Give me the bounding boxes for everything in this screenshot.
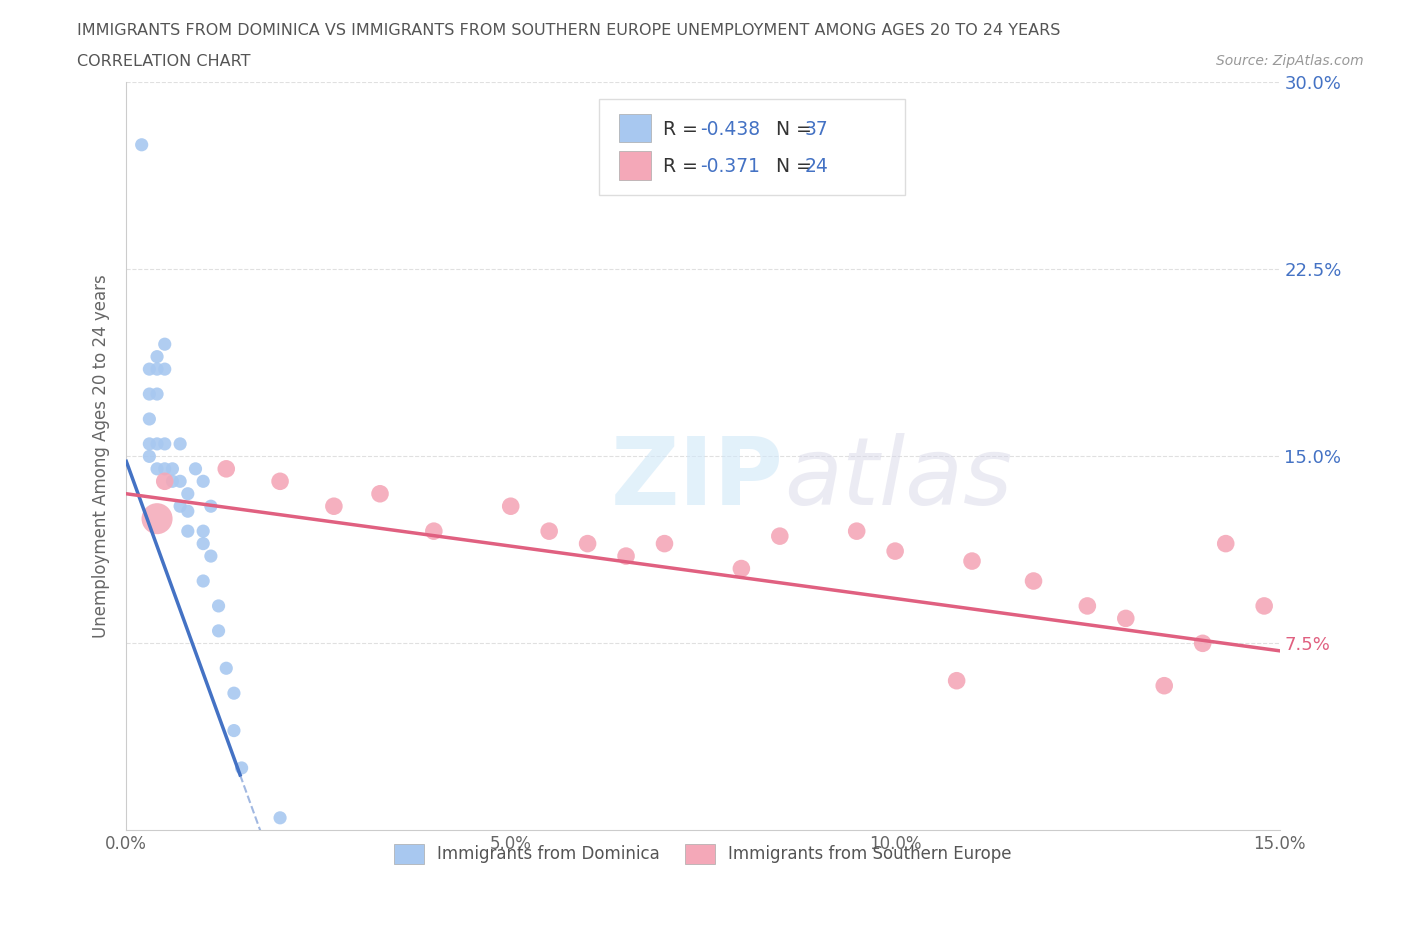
Text: -0.371: -0.371	[700, 157, 761, 177]
Point	[207, 623, 229, 638]
Point	[153, 436, 176, 451]
Point	[193, 574, 215, 589]
Text: ZIP: ZIP	[610, 432, 783, 525]
Point	[138, 362, 160, 377]
Point	[1115, 611, 1137, 626]
Point	[138, 412, 160, 427]
Text: CORRELATION CHART: CORRELATION CHART	[77, 54, 250, 69]
Point	[368, 486, 391, 501]
Point	[146, 461, 169, 476]
Text: R =: R =	[662, 157, 703, 177]
Y-axis label: Unemployment Among Ages 20 to 24 years: Unemployment Among Ages 20 to 24 years	[93, 274, 110, 638]
Point	[576, 537, 599, 551]
Point	[423, 524, 446, 538]
Point	[222, 724, 245, 738]
Point	[960, 553, 983, 568]
Point	[153, 337, 176, 352]
Point	[169, 498, 191, 513]
Point	[1022, 574, 1045, 589]
Point	[146, 362, 169, 377]
Point	[1253, 599, 1275, 614]
Point	[162, 461, 184, 476]
Point	[138, 387, 160, 402]
Point	[193, 524, 215, 538]
Point	[146, 512, 169, 526]
Text: 37: 37	[804, 120, 828, 140]
Point	[207, 599, 229, 614]
Text: R =: R =	[662, 120, 703, 140]
Point	[845, 524, 868, 538]
Point	[169, 436, 191, 451]
Point	[322, 498, 344, 513]
Point	[231, 761, 253, 776]
Point	[193, 474, 215, 489]
Point	[1153, 678, 1175, 693]
Point	[884, 544, 907, 559]
Text: -0.438: -0.438	[700, 120, 761, 140]
Point	[730, 561, 752, 576]
Point	[200, 549, 222, 564]
Point	[162, 474, 184, 489]
Point	[1191, 636, 1213, 651]
Point	[1076, 599, 1098, 614]
Text: 24: 24	[804, 157, 828, 177]
Legend: Immigrants from Dominica, Immigrants from Southern Europe: Immigrants from Dominica, Immigrants fro…	[387, 837, 1018, 870]
Point	[769, 528, 792, 543]
FancyBboxPatch shape	[599, 99, 904, 194]
Point	[184, 461, 207, 476]
Point	[153, 461, 176, 476]
Point	[146, 387, 169, 402]
Point	[153, 362, 176, 377]
Text: N =: N =	[763, 120, 818, 140]
FancyBboxPatch shape	[619, 113, 651, 142]
Point	[215, 661, 238, 676]
Point	[222, 685, 245, 700]
Point	[654, 537, 676, 551]
Text: atlas: atlas	[783, 433, 1012, 525]
Point	[177, 524, 200, 538]
Point	[269, 810, 291, 825]
FancyBboxPatch shape	[619, 152, 651, 179]
Point	[146, 350, 169, 365]
Point	[538, 524, 561, 538]
Point	[138, 449, 160, 464]
Point	[1215, 537, 1237, 551]
Point	[177, 504, 200, 519]
Point	[146, 436, 169, 451]
Point	[131, 138, 153, 153]
Text: Source: ZipAtlas.com: Source: ZipAtlas.com	[1216, 54, 1364, 68]
Point	[945, 673, 967, 688]
Text: N =: N =	[763, 157, 818, 177]
Point	[269, 474, 291, 489]
Point	[614, 549, 637, 564]
Point	[193, 537, 215, 551]
Point	[215, 461, 238, 476]
Point	[177, 486, 200, 501]
Point	[169, 474, 191, 489]
Point	[499, 498, 522, 513]
Text: IMMIGRANTS FROM DOMINICA VS IMMIGRANTS FROM SOUTHERN EUROPE UNEMPLOYMENT AMONG A: IMMIGRANTS FROM DOMINICA VS IMMIGRANTS F…	[77, 23, 1060, 38]
Point	[138, 436, 160, 451]
Point	[153, 474, 176, 489]
Point	[200, 498, 222, 513]
